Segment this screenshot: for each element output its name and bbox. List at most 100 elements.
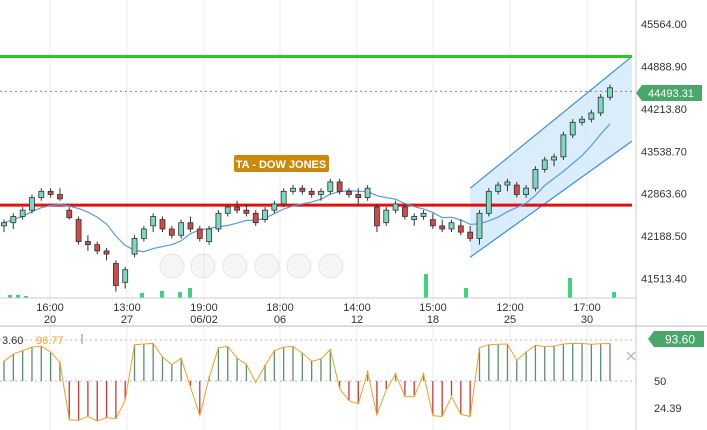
candle-body: [47, 190, 54, 195]
time-axis-date: 20: [44, 314, 56, 326]
candle-body: [448, 222, 455, 230]
candle-body: [504, 181, 511, 186]
candle-body: [168, 228, 175, 236]
ta-label-text: TA - DOW JONES: [236, 159, 326, 171]
candle-body: [85, 241, 91, 246]
current-price-badge: 44493.31: [636, 85, 702, 101]
time-axis-date: 30: [581, 314, 593, 326]
time-axis-date: 18: [427, 314, 439, 326]
channel-lower-line: [469, 140, 633, 258]
moving-average-line: [3, 123, 611, 253]
candle-body: [299, 187, 306, 192]
candle-body: [318, 190, 324, 195]
candle-body: [355, 194, 362, 199]
candle-body: [569, 121, 576, 136]
nav-button: [318, 253, 344, 279]
current-price-value: 44493.31: [648, 88, 694, 100]
volume-bar: [16, 295, 20, 298]
indicator-value-2: 96.77: [36, 335, 64, 347]
candle-body: [485, 190, 492, 214]
price-axis-label: 44213.80: [641, 104, 687, 116]
price-axis-label: 44888.90: [641, 62, 687, 74]
time-axis-label: 12:00: [496, 302, 524, 314]
price-axis-label: 45564.00: [641, 19, 687, 31]
candle-body: [579, 118, 585, 123]
candle-body: [411, 216, 418, 220]
candle-body: [429, 219, 436, 227]
time-axis-date: 06/02: [190, 314, 218, 326]
price-axis-label: 43538.70: [641, 146, 687, 158]
candle-body: [560, 134, 567, 158]
volume-bar: [568, 278, 572, 298]
time-axis-date: 06: [274, 314, 286, 326]
volume-bar: [24, 296, 28, 298]
candle-body: [280, 190, 287, 205]
candle-body: [551, 156, 557, 161]
candle-body: [159, 219, 166, 230]
time-axis-label: 14:00: [343, 302, 371, 314]
time-axis-label: 19:00: [190, 302, 218, 314]
candle-body: [215, 212, 222, 230]
candle-body: [523, 187, 529, 195]
volume-bar: [464, 288, 468, 298]
price-axis[interactable]: 45564.00 44888.90 44213.80 43538.70 42863.60…: [641, 19, 687, 285]
candle-body: [336, 181, 343, 192]
close-icon: [626, 351, 636, 361]
candle-body: [308, 190, 315, 195]
candle-body: [103, 250, 110, 255]
candle-body: [187, 222, 194, 230]
candle-body: [234, 206, 240, 211]
volume-bar: [612, 292, 616, 298]
indicator-histogram: [3, 343, 611, 421]
candle-body: [383, 209, 390, 224]
volume-bar: [160, 291, 164, 298]
chart-navigation-controls[interactable]: [159, 253, 344, 279]
candle-body: [150, 216, 157, 227]
indicator-current-value: 93.60: [665, 333, 695, 347]
candle-body: [140, 228, 147, 239]
time-axis-date: 25: [504, 314, 516, 326]
candle-body: [392, 203, 399, 211]
candle-body: [467, 231, 474, 239]
close-indicator-button[interactable]: [624, 349, 638, 363]
candle-body: [1, 222, 7, 227]
candle-body: [420, 212, 427, 217]
volume-bar: [178, 292, 182, 298]
nav-button: [254, 253, 280, 279]
indicator-panel[interactable]: 3.60 96.77 93.60 50 24.39: [0, 331, 704, 422]
candle-body: [476, 212, 483, 239]
nav-button: [159, 253, 185, 279]
time-axis-label: 16:00: [36, 302, 64, 314]
candle-body: [178, 222, 185, 236]
nav-button: [286, 253, 312, 279]
candle-body: [271, 203, 278, 211]
volume-bar: [8, 295, 12, 298]
candle-body: [346, 190, 352, 195]
indicator-line: [3, 342, 611, 422]
candle-body: [401, 206, 408, 217]
indicator-level-low: 24.39: [654, 403, 682, 415]
nav-button: [190, 253, 216, 279]
candle-body: [243, 209, 250, 214]
indicator-level-50: 50: [654, 376, 666, 388]
candlestick-series: [1, 84, 613, 292]
candle-body: [457, 225, 464, 233]
candle-body: [532, 168, 539, 189]
candle-body: [252, 212, 259, 224]
candle-body: [10, 216, 17, 224]
candle-body: [112, 263, 119, 286]
candle-body: [122, 269, 129, 283]
candle-body: [495, 184, 502, 192]
candle-body: [66, 209, 73, 219]
indicator-current-badge: 93.60: [648, 331, 704, 347]
candle-body: [75, 219, 82, 242]
trend-channel[interactable]: [469, 55, 633, 258]
candle-body: [131, 237, 138, 255]
price-axis-label: 42863.60: [641, 189, 687, 201]
candle-body: [374, 206, 380, 227]
ta-label-badge[interactable]: TA - DOW JONES: [234, 155, 329, 172]
candle-body: [607, 87, 613, 98]
